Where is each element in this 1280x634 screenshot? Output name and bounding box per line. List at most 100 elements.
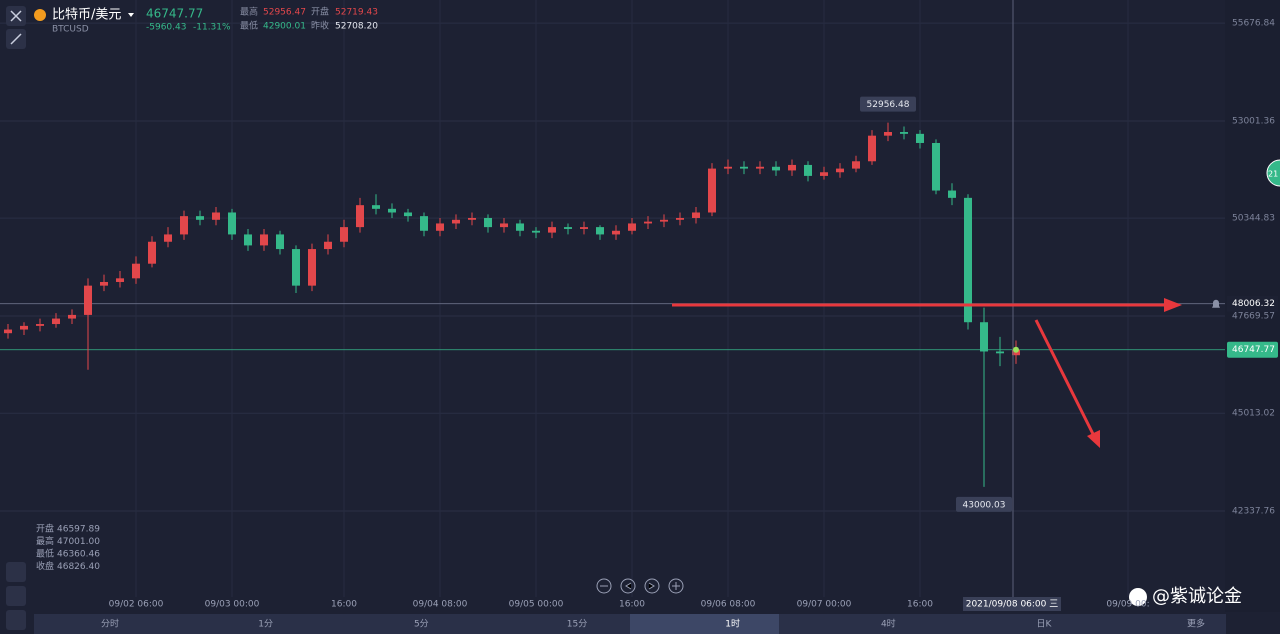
stat-value: 52956.47 [263, 8, 306, 18]
toolbar-items: 分时 1分 5分 15分 1时 4时 日K 更多 [101, 614, 1205, 634]
dropdown-icon[interactable] [128, 13, 134, 17]
x-tick-label: 16:00 [331, 600, 357, 610]
info-value: 46597.89 [57, 525, 100, 535]
symbol-code: BTCUSD [52, 25, 89, 35]
x-tick-label: 16:00 [907, 600, 933, 610]
candle-body [596, 227, 604, 235]
candle-body [84, 285, 92, 315]
info-value: 47001.00 [57, 537, 100, 547]
symbol-name[interactable]: 比特币/美元 [52, 8, 121, 23]
toolbar-item[interactable]: 分时 [101, 618, 119, 630]
toolbar-item[interactable]: 更多 [1187, 618, 1205, 630]
candle-body [916, 133, 924, 143]
candle-body [740, 166, 748, 169]
x-tick-label: 09/05 00:00 [509, 600, 564, 610]
candle-body [100, 281, 108, 286]
y-tick-label: 50344.83 [1232, 214, 1275, 224]
scroll-start[interactable] [620, 578, 636, 594]
candle-body [228, 212, 236, 235]
y-tick-label: 47669.57 [1232, 312, 1275, 322]
candle-body [276, 234, 284, 250]
stat-value: 52719.43 [335, 8, 378, 18]
candle-body [516, 223, 524, 231]
candle-body [532, 230, 540, 233]
info-label: 最高 [36, 535, 54, 547]
bell-icon [1212, 299, 1220, 308]
toolbar-item[interactable]: 15分 [567, 619, 587, 630]
watermark: @紫诚论金 [1152, 586, 1242, 607]
zoom-out[interactable] [596, 578, 612, 594]
candle-body [132, 263, 140, 279]
candle-body [116, 278, 124, 282]
candle-body [724, 166, 732, 169]
scroll-end[interactable] [644, 578, 660, 594]
candle-body [708, 168, 716, 213]
candle-body [164, 234, 172, 242]
candle-body [932, 142, 940, 191]
stat-value: 52708.20 [335, 22, 378, 32]
candle-body [964, 197, 972, 323]
candle-body [628, 223, 636, 231]
arrow-line [1034, 319, 1096, 437]
candle-body [580, 227, 588, 229]
candle-body [292, 249, 300, 286]
candle-body [244, 234, 252, 246]
tool-button[interactable] [6, 610, 26, 630]
change-pct: -11.31% [193, 23, 231, 33]
candle-body [900, 132, 908, 134]
candle-body [548, 227, 556, 233]
toolbar-active [630, 614, 779, 634]
stat-label: 最高 [240, 6, 258, 18]
info-value: 46360.46 [57, 550, 100, 560]
toolbar-item[interactable]: 日K [1037, 619, 1053, 630]
grid-layer [0, 0, 1225, 597]
candle-body [36, 324, 44, 326]
toolbar-item[interactable]: 1时 [725, 618, 740, 630]
side-badge-text: 21 [1268, 170, 1278, 179]
candle-body [788, 164, 796, 171]
candle-body [996, 351, 1004, 354]
stat-label: 开盘 [311, 6, 329, 18]
last-price-tag [1227, 341, 1278, 358]
candle-body [644, 221, 652, 224]
price-line-label: 48006.32 [1232, 299, 1275, 309]
tool-button[interactable] [6, 562, 26, 582]
candle-body [500, 223, 508, 228]
info-label: 开盘 [36, 523, 54, 535]
x-tick-label: 09/09 00: [1106, 600, 1149, 610]
last-price-label: 46747.77 [1232, 345, 1275, 355]
candle-body [484, 217, 492, 228]
candle-body [68, 314, 76, 319]
side-badge[interactable] [1266, 159, 1280, 187]
info-value: 46826.40 [57, 562, 100, 572]
candle-body [388, 208, 396, 213]
candle-body [324, 241, 332, 250]
toolbar-item[interactable]: 5分 [414, 619, 429, 630]
candle-body [612, 230, 620, 235]
candle-body [308, 249, 316, 286]
min-tag-bg [956, 496, 1012, 512]
candle-body [436, 223, 444, 231]
candle-body [836, 168, 844, 173]
min-label: 43000.03 [963, 500, 1006, 510]
price-line-tag [1227, 295, 1278, 312]
candle-body [852, 161, 860, 169]
tool-button[interactable] [6, 586, 26, 606]
toolbar-item[interactable]: 1分 [258, 619, 273, 630]
stat-label: 昨收 [311, 20, 329, 32]
candle-body [372, 205, 380, 209]
max-label: 52956.48 [867, 100, 910, 110]
zoom-in[interactable] [668, 578, 684, 594]
candle-body [148, 241, 156, 264]
toolbar-item[interactable]: 4时 [881, 618, 896, 630]
x-tick-label: 16:00 [619, 600, 645, 610]
candle-body [4, 329, 12, 334]
candle-body [804, 164, 812, 176]
candle-body [196, 216, 204, 220]
info-label: 最低 [36, 548, 54, 560]
crosshair-label: 2021/09/08 06:00 三 [966, 600, 1059, 610]
last-price-dot [1013, 346, 1019, 353]
